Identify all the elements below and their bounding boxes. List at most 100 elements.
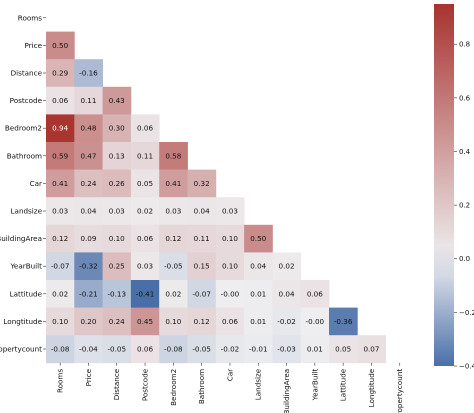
heatmap-cell bbox=[130, 280, 160, 308]
heatmap-cell-label: 0.02 bbox=[165, 289, 181, 298]
heatmap-cell bbox=[272, 280, 302, 308]
heatmap-cell-labels: 0.50 0.29 -0.16 0.06 0.11 0.43 0.94 0.48 0.30 0.0… bbox=[51, 41, 380, 354]
heatmap-cell bbox=[102, 307, 132, 336]
heatmap-cell bbox=[159, 280, 188, 308]
colorbar-tick-label: 0.8 bbox=[459, 41, 470, 49]
heatmap-cell-label: 0.06 bbox=[222, 317, 238, 326]
heatmap-cell-label: 0.58 bbox=[165, 151, 181, 160]
heatmap-cell bbox=[46, 224, 75, 253]
heatmap-cell-label: 0.06 bbox=[137, 124, 153, 133]
colorbar-ticks: 0.8 0.6 0.4 0.2 0.0 −0.2 −0.4 bbox=[454, 41, 474, 371]
heatmap-cell-label: 0.01 bbox=[250, 289, 266, 298]
heatmap-cell-label: 0.06 bbox=[137, 234, 153, 243]
heatmap-cell bbox=[159, 335, 188, 364]
heatmap-cell bbox=[244, 252, 273, 281]
heatmap-cell-label: 0.05 bbox=[137, 179, 153, 188]
x-tick-label: Bathroom bbox=[197, 369, 206, 404]
heatmap-cell-label: 0.11 bbox=[194, 234, 210, 243]
heatmap-cell bbox=[329, 335, 358, 364]
colorbar-tick-label: 0.4 bbox=[459, 148, 471, 156]
heatmap-cell bbox=[130, 197, 160, 226]
heatmap-cell-label: 0.12 bbox=[165, 234, 181, 243]
y-tick-label: Rooms bbox=[18, 13, 42, 22]
heatmap-cell-label: 0.10 bbox=[165, 317, 181, 326]
heatmap-cell-label: 0.25 bbox=[109, 262, 125, 271]
heatmap-cell-label: 0.04 bbox=[279, 289, 295, 298]
heatmap-cell-label: 0.59 bbox=[52, 151, 68, 160]
heatmap-cell bbox=[46, 31, 75, 60]
heatmap-cell bbox=[102, 169, 132, 198]
y-tick-label: Price bbox=[24, 41, 42, 50]
y-tick-label: Postcode bbox=[10, 96, 43, 105]
heatmap-cell-label: 0.24 bbox=[80, 179, 96, 188]
y-tick-label: Car bbox=[30, 179, 42, 188]
heatmap-cell-label: 0.03 bbox=[137, 262, 153, 271]
heatmap-cell bbox=[74, 335, 103, 364]
heatmap-cell bbox=[272, 335, 302, 364]
heatmap-cell-label: 0.10 bbox=[52, 317, 68, 326]
heatmap-cell bbox=[357, 335, 386, 364]
heatmap-cell-label: 0.13 bbox=[109, 151, 125, 160]
heatmap-cell-label: -0.36 bbox=[334, 317, 353, 326]
heatmap-cell bbox=[74, 307, 103, 336]
heatmap-cell bbox=[215, 252, 245, 281]
heatmap-cell-label: -0.03 bbox=[277, 345, 296, 354]
heatmap-cell bbox=[74, 114, 103, 143]
colorbar-gradient bbox=[434, 4, 454, 366]
heatmap-cell-label: 0.20 bbox=[80, 317, 96, 326]
heatmap-cell bbox=[159, 307, 188, 336]
heatmap-cell-label: 0.04 bbox=[250, 262, 266, 271]
heatmap-cell bbox=[244, 335, 273, 364]
x-tick-label: Lattitude bbox=[339, 368, 348, 401]
x-tick-label: Car bbox=[225, 369, 234, 381]
x-tick-label: Rooms bbox=[56, 369, 65, 393]
x-tick-label: Longtitude bbox=[367, 368, 376, 407]
heatmap-cell-label: 0.03 bbox=[52, 207, 68, 216]
heatmap-cell bbox=[244, 280, 273, 308]
heatmap-cell-label: 0.10 bbox=[222, 262, 238, 271]
heatmap-cell-label: -0.01 bbox=[249, 345, 268, 354]
y-tick-label: Propertycount bbox=[0, 345, 42, 354]
heatmap-cell bbox=[130, 114, 160, 143]
heatmap-cell-label: 0.10 bbox=[222, 234, 238, 243]
heatmap-cell bbox=[74, 142, 103, 170]
x-tick-label: Postcode bbox=[141, 368, 150, 401]
heatmap-cell bbox=[215, 280, 245, 308]
heatmap-cell-label: -0.05 bbox=[164, 262, 183, 271]
heatmap-cell-label: 0.09 bbox=[80, 234, 96, 243]
heatmap-cell-label: 0.04 bbox=[194, 207, 210, 216]
heatmap-cell-label: -0.32 bbox=[79, 262, 98, 271]
heatmap-cell bbox=[46, 280, 75, 308]
heatmap-cell bbox=[46, 114, 75, 143]
heatmap-cell bbox=[102, 280, 132, 308]
heatmap-cell-label: -0.08 bbox=[51, 345, 70, 354]
heatmap-cell bbox=[102, 114, 132, 143]
heatmap-cell-label: 0.48 bbox=[80, 124, 96, 133]
heatmap-cell-label: 0.45 bbox=[137, 317, 153, 326]
heatmap-cell-label: 0.10 bbox=[109, 234, 125, 243]
heatmap-cell bbox=[130, 142, 160, 170]
heatmap-cell bbox=[187, 224, 217, 253]
heatmap-cell bbox=[187, 307, 217, 336]
heatmap-cell-label: 0.50 bbox=[250, 234, 266, 243]
y-tick-label: Landsize bbox=[11, 207, 43, 216]
heatmap-cell-label: -0.16 bbox=[79, 69, 98, 78]
y-tick-label: Longtitude bbox=[3, 317, 42, 326]
heatmap-cell bbox=[130, 335, 160, 364]
heatmap-cell bbox=[46, 142, 75, 170]
heatmap-cell-label: -0.02 bbox=[277, 317, 296, 326]
heatmap-cell bbox=[130, 252, 160, 281]
heatmap-cell bbox=[159, 142, 188, 170]
colorbar-tick-label: −0.4 bbox=[459, 363, 474, 371]
heatmap-cell-label: 0.11 bbox=[80, 96, 96, 105]
heatmap-cell-label: 0.41 bbox=[165, 179, 181, 188]
heatmap-cell bbox=[159, 224, 188, 253]
x-tick-label: Bedroom2 bbox=[169, 369, 178, 406]
heatmap-cell bbox=[74, 86, 103, 115]
heatmap-cell-label: 0.05 bbox=[335, 345, 351, 354]
heatmap-cell bbox=[74, 197, 103, 226]
heatmap-cell-label: 0.01 bbox=[250, 317, 266, 326]
heatmap-cell-label: 0.11 bbox=[137, 151, 153, 160]
heatmap-cell-label: -0.04 bbox=[79, 345, 98, 354]
heatmap-cell bbox=[187, 169, 217, 198]
